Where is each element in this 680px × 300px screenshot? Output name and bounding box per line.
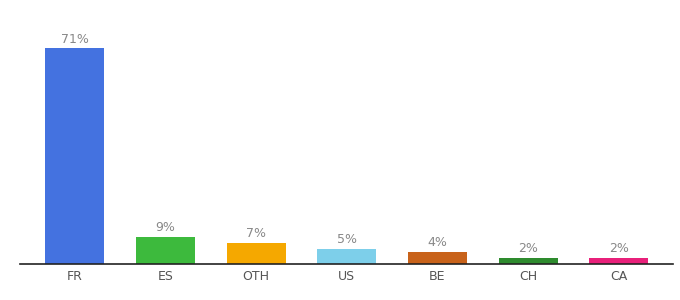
Text: 2%: 2%: [609, 242, 629, 256]
Text: 71%: 71%: [61, 33, 88, 46]
Text: 7%: 7%: [246, 227, 266, 240]
Bar: [226, 243, 286, 264]
Bar: [136, 237, 195, 264]
Text: 9%: 9%: [156, 221, 175, 234]
Bar: [590, 258, 648, 264]
Bar: [498, 258, 558, 264]
Bar: [46, 48, 104, 264]
Text: 4%: 4%: [428, 236, 447, 249]
Text: 2%: 2%: [518, 242, 538, 256]
Bar: [318, 249, 376, 264]
Text: 5%: 5%: [337, 233, 357, 246]
Bar: [408, 252, 467, 264]
